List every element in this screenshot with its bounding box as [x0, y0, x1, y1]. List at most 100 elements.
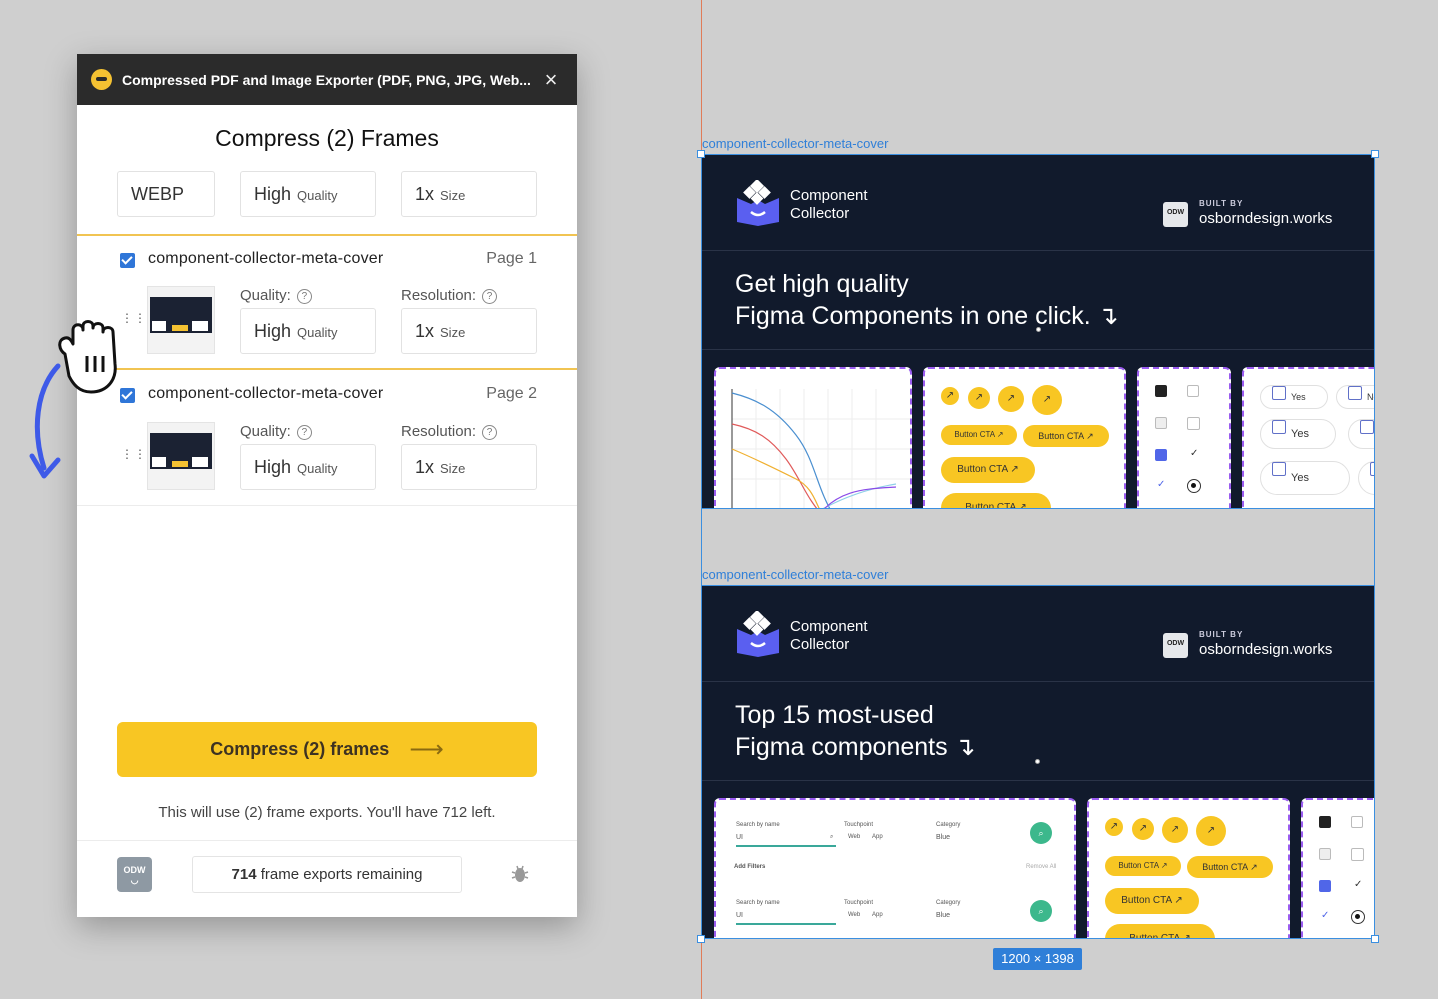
check-icon: ✓ — [1321, 910, 1330, 921]
compress-button[interactable]: Compress (2) frames ⟶ — [117, 722, 537, 777]
frame-name: component-collector-meta-cover — [148, 385, 384, 402]
frame-page: Page 2 — [486, 385, 537, 402]
line-chart-graphic — [731, 389, 910, 508]
checkbox-sample — [1187, 417, 1200, 430]
cta-circle-button: ↗ — [1105, 818, 1123, 836]
checkbox-sample — [1351, 816, 1363, 828]
search-filter-card: Search by name Touchpoint Category UI ⌕ … — [714, 798, 1076, 938]
check-icon: ✓ — [1354, 879, 1363, 890]
yes-option: Yes — [1260, 385, 1328, 409]
plugin-title: Compressed PDF and Image Exporter (PDF, … — [122, 71, 531, 88]
resize-handle[interactable] — [697, 150, 705, 158]
drag-handle-icon[interactable]: ⋮⋮ — [121, 447, 147, 461]
arrow-right-icon: ⟶ — [409, 736, 444, 763]
headline: Get high quality Figma Components in one … — [735, 270, 1119, 330]
frame-row: component-collector-meta-cover Page 2 ⋮⋮… — [77, 370, 577, 504]
search-button: ⌕ — [1030, 900, 1052, 922]
global-size-select[interactable]: 1x Size — [401, 171, 537, 217]
radio-sample — [1351, 910, 1365, 924]
cta-circle-button: ↗ — [968, 387, 990, 409]
frame-page: Page 1 — [486, 250, 537, 267]
frame-thumbnail — [147, 422, 215, 490]
frame-name: component-collector-meta-cover — [148, 250, 384, 267]
option-sample — [1358, 461, 1374, 495]
frame-checkbox[interactable] — [120, 253, 135, 268]
frame-size-select[interactable]: 1x Size — [401, 444, 537, 490]
divider — [77, 840, 577, 841]
checkbox-card: ✓ ✓ — [1301, 798, 1374, 938]
cta-pill-button: Button CTA ↗ — [1187, 856, 1273, 878]
odw-badge: ODW — [1163, 633, 1188, 658]
brand-name: Component Collector — [790, 618, 868, 653]
search-icon: ⌕ — [830, 834, 834, 840]
headline: Top 15 most-used Figma components ↴ — [735, 701, 976, 761]
buttons-card: ↗ ↗ ↗ ↗ Button CTA ↗ Button CTA ↗ Button… — [923, 367, 1126, 508]
checkbox-sample — [1155, 385, 1167, 397]
cta-circle-button: ↗ — [998, 386, 1024, 412]
frame-thumbnail — [147, 286, 215, 354]
checkbox-sample — [1319, 880, 1331, 892]
resize-handle[interactable] — [697, 935, 705, 943]
drag-handle-icon[interactable]: ⋮⋮ — [121, 311, 147, 325]
drag-arrow-icon — [29, 363, 61, 479]
frame-label[interactable]: component-collector-meta-cover — [702, 567, 889, 582]
resize-handle[interactable] — [1371, 935, 1379, 943]
component-collector-logo-icon — [737, 180, 779, 226]
brand-name: Component Collector — [790, 187, 868, 222]
cta-pill-button: Button CTA ↗ — [941, 425, 1017, 445]
frame-label[interactable]: component-collector-meta-cover — [702, 136, 889, 151]
plugin-logo-icon — [91, 69, 112, 90]
checkbox-sample — [1319, 816, 1331, 828]
close-icon[interactable]: × — [544, 66, 558, 92]
cta-circle-button: ↗ — [1196, 816, 1226, 846]
divider — [702, 250, 1374, 251]
site-name: osborndesign.works — [1199, 641, 1333, 658]
help-icon[interactable]: ? — [482, 425, 498, 440]
cta-pill-button: Button CTA ↗ — [1105, 888, 1199, 914]
checkbox-sample — [1319, 848, 1331, 860]
plugin-panel: Compressed PDF and Image Exporter (PDF, … — [77, 54, 577, 917]
divider — [702, 681, 1374, 682]
help-icon[interactable]: ? — [296, 289, 312, 304]
usage-note: This will use (2) frame exports. You'll … — [158, 804, 496, 821]
plugin-titlebar: Compressed PDF and Image Exporter (PDF, … — [77, 54, 577, 105]
divider — [702, 349, 1374, 350]
odw-logo[interactable]: ODW ◡ — [117, 857, 152, 892]
global-quality-select[interactable]: High Quality — [240, 171, 376, 217]
radio-sample — [1187, 479, 1201, 493]
yes-option: Yes — [1260, 419, 1336, 449]
cursor-dot — [1036, 327, 1041, 332]
frame-size-select[interactable]: 1x Size — [401, 308, 537, 354]
remaining-exports: 714 frame exports remaining — [192, 856, 462, 893]
quality-label: Quality:? — [240, 423, 312, 440]
yes-option: Yes — [1260, 461, 1350, 495]
grab-hand-cursor-icon — [58, 320, 117, 394]
checkbox-card: ✓ ✓ — [1137, 367, 1231, 508]
checkbox-sample — [1187, 385, 1199, 397]
help-icon[interactable]: ? — [296, 425, 312, 440]
checkbox-sample — [1155, 417, 1167, 429]
resize-handle[interactable] — [1371, 150, 1379, 158]
built-by-label: BUILT BY — [1199, 199, 1244, 208]
frame-quality-select[interactable]: High Quality — [240, 444, 376, 490]
cta-pill-button: Button CTA ↗ — [941, 457, 1035, 483]
cta-pill-button: Button CTA ↗ — [1105, 856, 1181, 876]
help-icon[interactable]: ? — [482, 289, 498, 304]
cta-circle-button: ↗ — [1162, 817, 1188, 843]
site-name: osborndesign.works — [1199, 210, 1333, 227]
divider — [77, 234, 577, 236]
resolution-label: Resolution:? — [401, 287, 498, 304]
frame-checkbox[interactable] — [120, 388, 135, 403]
checkbox-sample — [1351, 848, 1364, 861]
frame-row: component-collector-meta-cover Page 1 ⋮⋮… — [77, 236, 577, 368]
built-by-label: BUILT BY — [1199, 630, 1244, 639]
selection-size-badge: 1200 × 1398 — [993, 948, 1082, 970]
format-select[interactable]: WEBP — [117, 171, 215, 217]
page-title: Compress (2) Frames — [215, 125, 439, 151]
cta-pill-button: Button CTA ↗ — [1105, 924, 1215, 938]
bug-report-icon[interactable] — [511, 864, 529, 889]
option-sample — [1348, 419, 1374, 449]
frame-quality-select[interactable]: High Quality — [240, 308, 376, 354]
divider — [77, 505, 577, 506]
buttons-card: ↗ ↗ ↗ ↗ Button CTA ↗ Button CTA ↗ Button… — [1087, 798, 1290, 938]
